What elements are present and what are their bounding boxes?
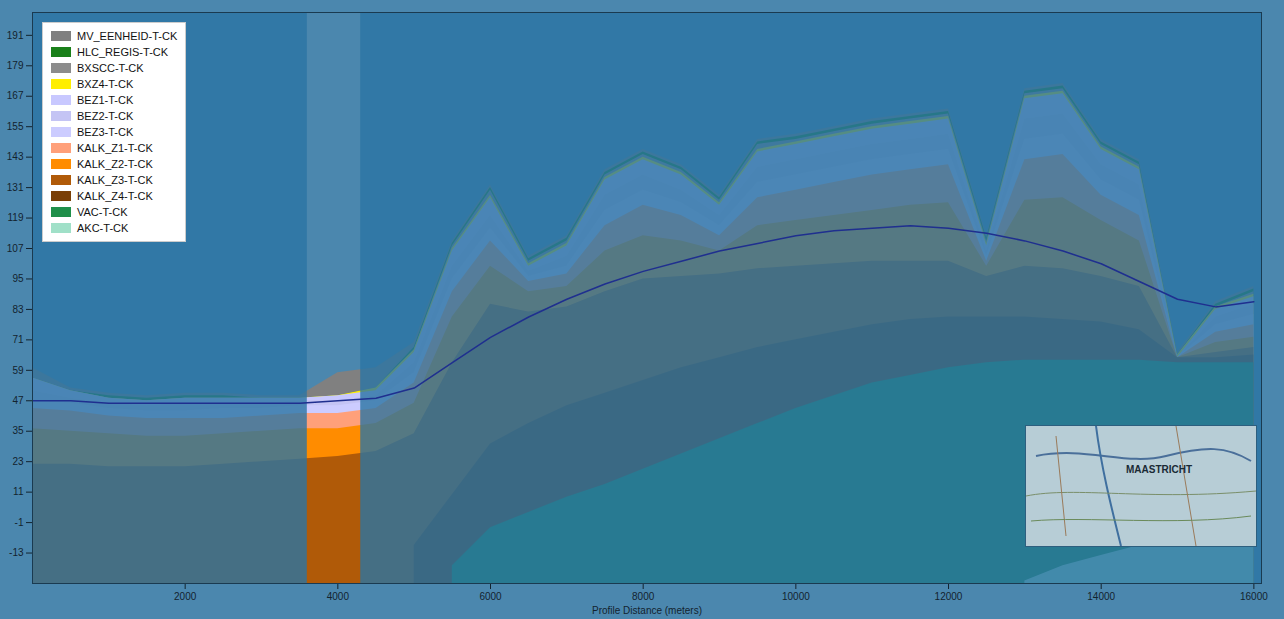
- html-text:AKC-T-CK: AKC-T-CK: [77, 222, 129, 234]
- html-text:HLC_REGIS-T-CK: HLC_REGIS-T-CK: [77, 46, 169, 58]
- svg-text:14000: 14000: [1087, 591, 1115, 602]
- svg-text:71: 71: [12, 334, 24, 345]
- svg-text:155: 155: [7, 121, 24, 132]
- svg-text:12000: 12000: [935, 591, 963, 602]
- svg-text:16000: 16000: [1240, 591, 1268, 602]
- svg-text:Profile Distance (meters): Profile Distance (meters): [592, 605, 702, 616]
- svg-text:11: 11: [13, 486, 24, 497]
- svg-text:4000: 4000: [327, 591, 350, 602]
- svg-text:6000: 6000: [479, 591, 502, 602]
- html-text:VAC-T-CK: VAC-T-CK: [77, 206, 128, 218]
- svg-text:2000: 2000: [174, 591, 197, 602]
- html-text:MV_EENHEID-T-CK: MV_EENHEID-T-CK: [77, 30, 178, 42]
- svg-text:107: 107: [7, 243, 24, 254]
- html-text:KALK_Z4-T-CK: KALK_Z4-T-CK: [77, 190, 153, 202]
- svg-text:179: 179: [7, 60, 24, 71]
- svg-text:8000: 8000: [632, 591, 655, 602]
- svg-text:167: 167: [7, 90, 24, 101]
- svg-text:119: 119: [8, 212, 24, 223]
- svg-text:59: 59: [12, 365, 24, 376]
- svg-text:47: 47: [12, 395, 24, 406]
- html-text:BEZ1-T-CK: BEZ1-T-CK: [77, 94, 134, 106]
- html-text:KALK_Z2-T-CK: KALK_Z2-T-CK: [77, 158, 153, 170]
- svg-text:131: 131: [7, 182, 24, 193]
- html-text:BEZ2-T-CK: BEZ2-T-CK: [77, 110, 134, 122]
- svg-text:83: 83: [12, 304, 24, 315]
- html-text:KALK_Z1-T-CK: KALK_Z1-T-CK: [77, 142, 153, 154]
- svg-text:95: 95: [12, 273, 24, 284]
- svg-text:35: 35: [12, 425, 24, 436]
- html-text:BXSCC-T-CK: BXSCC-T-CK: [77, 62, 144, 74]
- html-text:MAASTRICHT: MAASTRICHT: [1126, 464, 1193, 475]
- html-text:KALK_Z3-T-CK: KALK_Z3-T-CK: [77, 174, 153, 186]
- svg-text:23: 23: [12, 456, 24, 467]
- html-text:BEZ3-T-CK: BEZ3-T-CK: [77, 126, 134, 138]
- svg-text:143: 143: [7, 151, 24, 162]
- html-text:BXZ4-T-CK: BXZ4-T-CK: [77, 78, 134, 90]
- svg-text:10000: 10000: [782, 591, 810, 602]
- svg-text:-1: -1: [15, 517, 24, 528]
- svg-text:-13: -13: [9, 547, 24, 558]
- svg-text:191: 191: [7, 30, 24, 41]
